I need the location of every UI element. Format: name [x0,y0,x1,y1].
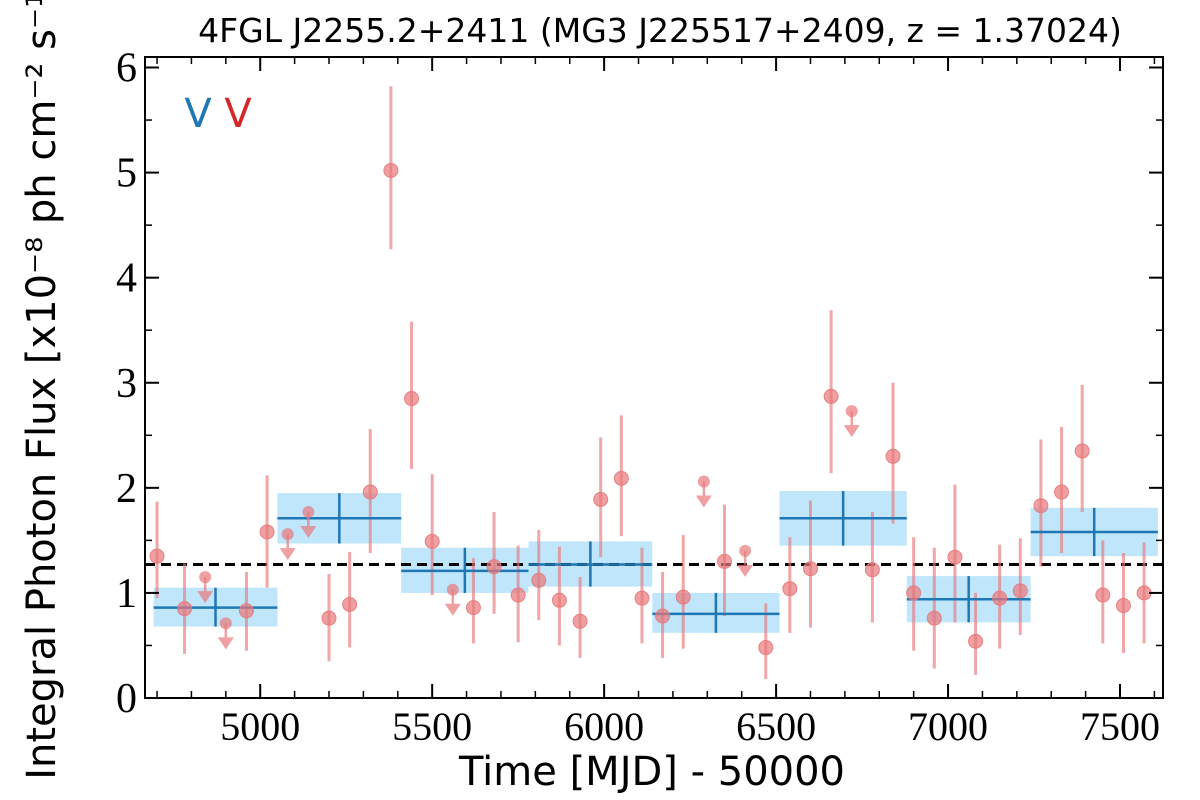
y-axis-label: Integral Photon Flux [x10⁻⁸ ph cm⁻² s⁻¹] [19,0,65,780]
x-tick-label: 7000 [908,704,988,749]
data-point [1074,443,1090,459]
data-point [238,603,254,619]
data-point [655,608,671,624]
data-point [906,585,922,601]
data-point [1115,598,1131,614]
y-tick-label: 2 [116,466,137,512]
data-point [758,640,774,656]
upper-limit-arrow [444,603,461,616]
data-point [1054,484,1070,500]
data-point [510,587,526,603]
upper-limit-arrow [843,425,860,438]
data-point [424,533,440,549]
marker-label: V [224,91,252,137]
plot-area: 5000 5500 6000 6500 7000 7500 0 1 2 3 4 5 6 V V [116,46,1164,749]
y-tick-label: 4 [116,256,137,302]
data-point [675,589,691,605]
y-tick-label: 6 [116,46,137,92]
y-tick-label: 1 [116,571,137,617]
data-point [782,581,798,597]
marker-label: V [184,91,212,137]
data-point [362,484,378,500]
chart-title: 4FGL J2255.2+2411 (MG3 J225517+2409, z =… [198,11,1122,50]
upper-limit-arrow [197,591,214,604]
x-tick-label: 6500 [736,704,816,749]
data-point [947,549,963,565]
axes-frame [144,56,1164,699]
data-point [717,553,733,569]
x-tick-label: 5500 [392,704,472,749]
data-point [149,548,165,564]
x-tick-label: 6000 [564,704,644,749]
data-point [593,491,609,507]
data-point [968,633,984,649]
upper-limit-arrow [217,637,234,650]
data-point [342,596,358,612]
upper-limit-arrow [300,526,317,539]
data-point [551,592,567,608]
data-point [486,559,502,575]
data-point [531,572,547,588]
data-point [465,600,481,616]
data-point [613,470,629,486]
data-point [802,561,818,577]
x-axis-label: Time [MJD] - 50000 [458,749,845,795]
data-point [1012,583,1028,599]
x-tick-label: 7500 [1080,704,1160,749]
data-point [321,610,337,626]
x-tick-label: 5000 [220,704,300,749]
data-point [823,388,839,404]
data-point [1136,585,1152,601]
data-point [572,613,588,629]
upper-limit-arrow [737,564,754,577]
data-point [864,562,880,578]
upper-limit-arrow [695,495,712,508]
data-point [634,590,650,606]
data-point [1095,587,1111,603]
y-tick-label: 5 [116,151,137,197]
data-point [177,601,193,617]
data-point [885,448,901,464]
data-point [383,162,399,178]
data-point [259,524,275,540]
data-point [1033,498,1049,514]
data-point [992,590,1008,606]
upper-limit-arrow [279,548,296,561]
y-tick-label: 0 [116,676,137,722]
y-tick-label: 3 [116,361,137,407]
data-point [926,610,942,626]
data-point [404,391,420,407]
